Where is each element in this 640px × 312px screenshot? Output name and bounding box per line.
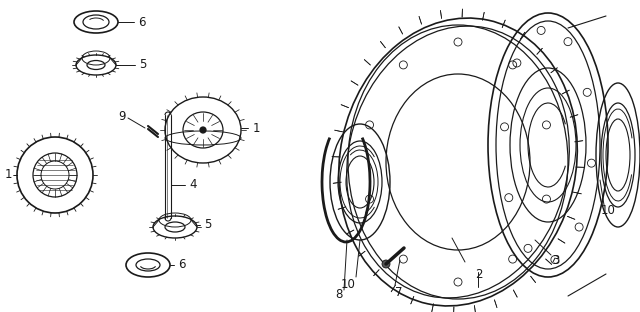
Text: 10: 10 xyxy=(340,277,355,290)
Text: 1: 1 xyxy=(4,168,12,182)
Text: 1: 1 xyxy=(252,121,260,134)
Text: 5: 5 xyxy=(204,218,212,232)
Text: 4: 4 xyxy=(189,178,196,192)
Circle shape xyxy=(382,260,390,268)
Circle shape xyxy=(200,127,206,133)
Text: 6: 6 xyxy=(179,259,186,271)
Text: 8: 8 xyxy=(335,289,342,301)
Text: 5: 5 xyxy=(140,59,147,71)
Text: 3: 3 xyxy=(552,253,560,266)
Text: 2: 2 xyxy=(476,269,483,281)
Text: 6: 6 xyxy=(138,16,146,28)
Text: 10: 10 xyxy=(600,203,616,217)
Text: 7: 7 xyxy=(396,286,403,300)
Text: 9: 9 xyxy=(118,110,125,123)
